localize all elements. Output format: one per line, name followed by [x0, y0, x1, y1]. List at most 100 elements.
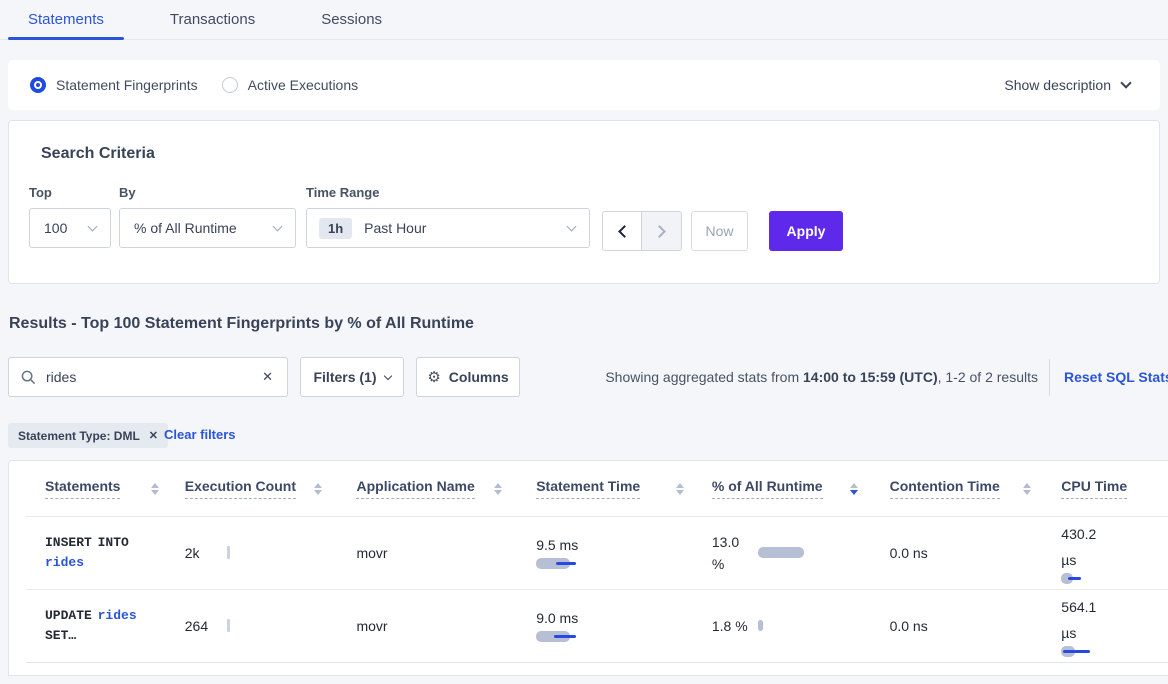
show-description-label: Show description	[1004, 77, 1111, 93]
clear-search-icon[interactable]: ✕	[262, 369, 273, 384]
chevron-down-icon	[272, 221, 283, 231]
radio-active-executions[interactable]: Active Executions	[221, 77, 359, 93]
radio-label: Statement Fingerprints	[56, 77, 198, 93]
cpu-time-cell: 564.1 µs	[1047, 594, 1168, 657]
time-range-value: Past Hour	[364, 220, 427, 236]
stats-time-window: 14:00 to 15:59 (UTC)	[803, 369, 938, 385]
column-header-pct-of-all-runtime[interactable]: % of All Runtime	[698, 461, 876, 516]
search-criteria-title: Search Criteria	[41, 145, 155, 162]
application-name-cell: movr	[356, 617, 388, 634]
statement-link[interactable]: rides	[45, 554, 85, 570]
contention-time-cell: 0.0 ns	[889, 617, 928, 634]
search-criteria-card: Search Criteria Top 100 By % of All Runt…	[8, 120, 1160, 284]
execution-count-bar	[226, 546, 230, 559]
next-time-window-button[interactable]	[642, 212, 681, 250]
application-name-cell: movr	[356, 544, 388, 561]
radio-unselected-icon	[221, 77, 238, 93]
gear-icon: ⚙	[427, 369, 441, 386]
pct-runtime-cell: 1.8 %	[698, 615, 876, 637]
previous-time-window-button[interactable]	[603, 212, 642, 250]
statement-time-bar	[536, 630, 596, 642]
sort-icon[interactable]	[494, 482, 503, 495]
top-field-group: Top 100	[29, 185, 111, 248]
view-mode-radio-group: Statement Fingerprints Active Executions	[30, 77, 382, 93]
table-row: INSERT INTO rides 2k movr 9.5 ms 13.0 % …	[9, 516, 1168, 589]
sort-icon[interactable]	[675, 482, 684, 495]
remove-filter-icon[interactable]: ✕	[148, 430, 159, 442]
filters-label: Filters (1)	[313, 369, 377, 385]
radio-selected-icon	[30, 77, 46, 93]
time-window-pager	[602, 211, 682, 251]
statement-cell: UPDATE rides SET…	[45, 607, 137, 643]
chevron-down-icon	[1120, 77, 1132, 89]
cpu-time-bar	[1061, 573, 1121, 584]
search-icon	[21, 370, 36, 384]
statement-time-cell: 9.0 ms	[522, 610, 698, 642]
column-header-statement-time[interactable]: Statement Time	[522, 461, 698, 516]
vertical-divider	[1049, 359, 1050, 396]
by-field-group: By % of All Runtime	[119, 185, 296, 248]
column-header-contention-time[interactable]: Contention Time	[876, 461, 1048, 516]
cpu-time-bar	[1061, 646, 1121, 657]
statement-cell: INSERT INTO rides	[45, 534, 129, 570]
reset-sql-stats-link[interactable]: Reset SQL Stats	[1064, 369, 1168, 385]
statement-link[interactable]: rides	[97, 607, 137, 623]
table-bottom-divider	[9, 662, 1168, 663]
sort-icon[interactable]	[150, 482, 159, 495]
top-tab-bar: Statements Transactions Sessions	[0, 0, 1168, 40]
chevron-right-icon	[653, 224, 666, 238]
filters-button[interactable]: Filters (1)	[300, 357, 404, 397]
time-range-field-group: Time Range 1h Past Hour	[306, 185, 590, 248]
execution-count-cell: 2k	[173, 545, 343, 561]
tab-statements[interactable]: Statements	[8, 0, 124, 40]
clear-filters-link[interactable]: Clear filters	[164, 427, 236, 442]
contention-time-cell: 0.0 ns	[889, 544, 928, 561]
pct-runtime-bar	[757, 620, 818, 631]
now-button[interactable]: Now	[691, 211, 748, 251]
search-input[interactable]	[46, 369, 261, 385]
time-range-select[interactable]: 1h Past Hour	[306, 208, 590, 248]
column-header-execution-count[interactable]: Execution Count	[173, 461, 343, 516]
filter-chip-label: Statement Type: DML	[18, 428, 140, 443]
cpu-time-cell: 430.2 µs	[1047, 521, 1168, 584]
statement-search-box: ✕	[8, 357, 288, 397]
statement-time-cell: 9.5 ms	[522, 537, 698, 569]
statements-table: Statements Execution Count Application N…	[8, 460, 1168, 676]
chevron-down-icon	[87, 221, 98, 231]
chevron-left-icon	[617, 224, 631, 238]
top-select-value: 100	[44, 220, 68, 236]
filter-chip-statement-type[interactable]: Statement Type: DML ✕	[8, 423, 169, 448]
by-select-value: % of All Runtime	[134, 220, 237, 236]
sort-icon[interactable]	[1023, 482, 1032, 495]
top-select[interactable]: 100	[29, 208, 111, 248]
time-range-label: Time Range	[306, 185, 380, 200]
columns-label: Columns	[448, 369, 509, 385]
pct-runtime-cell: 13.0 %	[698, 531, 876, 575]
chevron-down-icon	[383, 371, 392, 380]
execution-count-bar	[226, 619, 230, 632]
by-select[interactable]: % of All Runtime	[119, 208, 296, 248]
tab-transactions[interactable]: Transactions	[169, 11, 256, 28]
top-label: Top	[29, 185, 52, 200]
sort-desc-icon[interactable]	[849, 482, 858, 495]
column-header-application-name[interactable]: Application Name	[342, 461, 522, 516]
results-heading: Results - Top 100 Statement Fingerprints…	[9, 315, 474, 332]
table-row: UPDATE rides SET… 264 movr 9.0 ms 1.8 % …	[9, 589, 1168, 662]
columns-button[interactable]: ⚙ Columns	[416, 357, 520, 397]
pct-runtime-bar	[757, 547, 818, 558]
aggregated-stats-text: Showing aggregated stats from 14:00 to 1…	[605, 369, 1038, 385]
by-label: By	[119, 185, 136, 200]
tab-sessions[interactable]: Sessions	[321, 11, 383, 28]
execution-count-cell: 264	[173, 618, 343, 634]
show-description-toggle[interactable]: Show description	[1004, 77, 1132, 93]
table-header-row: Statements Execution Count Application N…	[9, 461, 1168, 516]
view-mode-bar: Statement Fingerprints Active Executions…	[8, 60, 1160, 110]
column-header-statements[interactable]: Statements	[9, 461, 173, 516]
column-header-cpu-time[interactable]: CPU Time	[1047, 461, 1168, 516]
apply-button[interactable]: Apply	[769, 211, 843, 251]
time-range-badge: 1h	[319, 217, 353, 239]
radio-label: Active Executions	[247, 77, 359, 93]
sort-icon[interactable]	[314, 482, 323, 495]
radio-statement-fingerprints[interactable]: Statement Fingerprints	[30, 77, 198, 93]
